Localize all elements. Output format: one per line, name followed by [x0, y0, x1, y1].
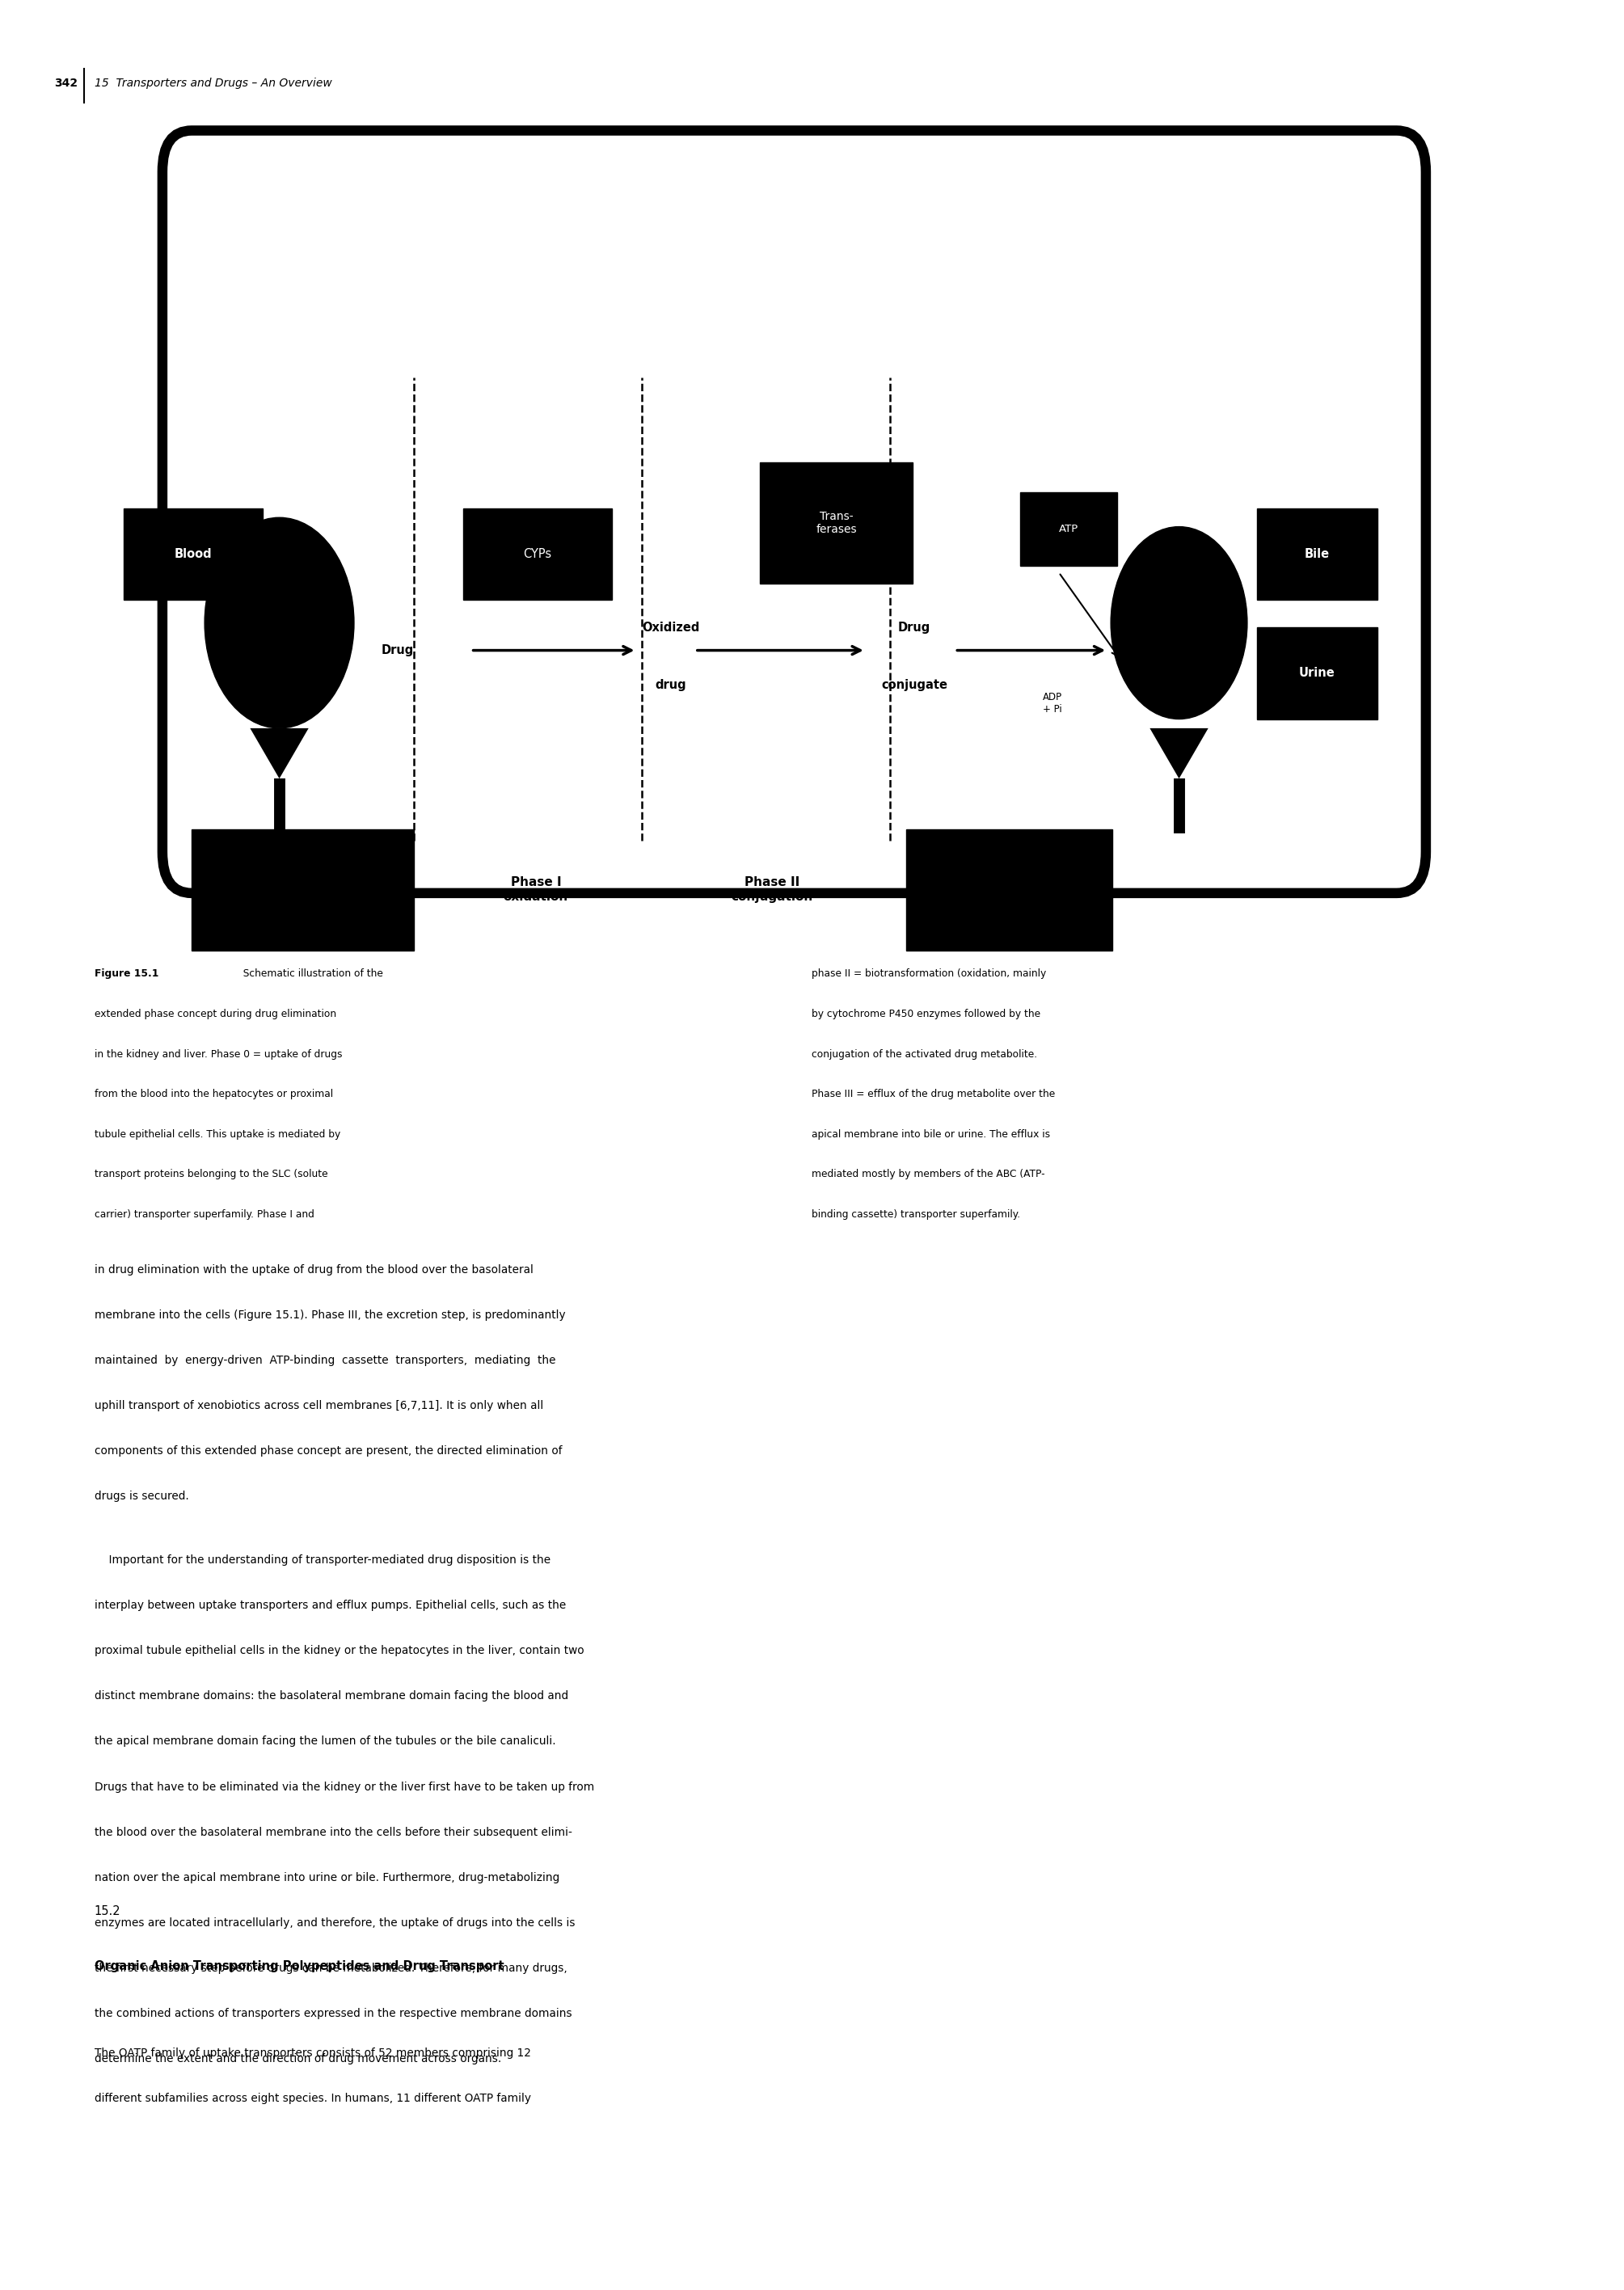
Text: in drug elimination with the uptake of drug from the blood over the basolateral: in drug elimination with the uptake of d…: [94, 1264, 533, 1276]
Text: Phase I
oxidation: Phase I oxidation: [503, 877, 568, 902]
Text: Urine: Urine: [1299, 666, 1335, 680]
Text: proximal tubule epithelial cells in the kidney or the hepatocytes in the liver, : proximal tubule epithelial cells in the …: [94, 1644, 583, 1656]
Text: the blood over the basolateral membrane into the cells before their subsequent e: the blood over the basolateral membrane …: [94, 1827, 572, 1839]
Text: by cytochrome P450 enzymes followed by the: by cytochrome P450 enzymes followed by t…: [812, 1008, 1041, 1019]
Text: Bile: Bile: [1304, 547, 1330, 561]
Text: Trans-
ferases: Trans- ferases: [815, 511, 857, 536]
Text: the combined actions of transporters expressed in the respective membrane domain: the combined actions of transporters exp…: [94, 2008, 572, 2020]
FancyBboxPatch shape: [906, 829, 1112, 950]
Text: 15.2: 15.2: [94, 1905, 120, 1917]
Text: Drug: Drug: [898, 621, 931, 634]
Text: Blood: Blood: [174, 547, 213, 561]
Text: nation over the apical membrane into urine or bile. Furthermore, drug-metabolizi: nation over the apical membrane into uri…: [94, 1871, 559, 1882]
Text: The OATP family of uptake transporters consists of 52 members comprising 12: The OATP family of uptake transporters c…: [94, 2047, 531, 2059]
Text: Phase III = efflux of the drug metabolite over the: Phase III = efflux of the drug metabolit…: [812, 1090, 1056, 1099]
Text: extended phase concept during drug elimination: extended phase concept during drug elimi…: [94, 1008, 336, 1019]
Text: ADP
+ Pi: ADP + Pi: [1043, 692, 1062, 714]
Text: Phase II
conjugation: Phase II conjugation: [731, 877, 814, 902]
Text: Schematic illustration of the: Schematic illustration of the: [237, 969, 383, 980]
Text: Oxidized: Oxidized: [641, 621, 700, 634]
Text: determine the extent and the direction of drug movement across organs.: determine the extent and the direction o…: [94, 2054, 500, 2066]
Text: ATP: ATP: [1059, 524, 1078, 534]
FancyBboxPatch shape: [123, 508, 263, 600]
Text: uphill transport of xenobiotics across cell membranes [6,7,11]. It is only when : uphill transport of xenobiotics across c…: [94, 1399, 542, 1411]
Circle shape: [205, 518, 354, 728]
Text: in the kidney and liver. Phase 0 = uptake of drugs: in the kidney and liver. Phase 0 = uptak…: [94, 1049, 343, 1060]
FancyBboxPatch shape: [1020, 492, 1117, 566]
Text: different subfamilies across eight species. In humans, 11 different OATP family: different subfamilies across eight speci…: [94, 2093, 531, 2105]
Text: Figure 15.1: Figure 15.1: [94, 969, 159, 980]
Text: Drug: Drug: [382, 643, 414, 657]
Polygon shape: [250, 728, 309, 779]
Text: binding cassette) transporter superfamily.: binding cassette) transporter superfamil…: [812, 1209, 1020, 1221]
Text: distinct membrane domains: the basolateral membrane domain facing the blood and: distinct membrane domains: the basolater…: [94, 1690, 568, 1701]
FancyBboxPatch shape: [1257, 627, 1377, 719]
Text: conjugation of the activated drug metabolite.: conjugation of the activated drug metabo…: [812, 1049, 1038, 1060]
Text: transport proteins belonging to the SLC (solute: transport proteins belonging to the SLC …: [94, 1170, 328, 1179]
FancyBboxPatch shape: [463, 508, 612, 600]
Text: drugs is secured.: drugs is secured.: [94, 1491, 188, 1502]
Text: membrane into the cells (Figure 15.1). Phase III, the excretion step, is predomi: membrane into the cells (Figure 15.1). P…: [94, 1310, 565, 1321]
Text: Phase 0
Uptake: Phase 0 Uptake: [276, 877, 330, 902]
Text: apical membrane into bile or urine. The efflux is: apical membrane into bile or urine. The …: [812, 1129, 1051, 1140]
Text: Organic Anion Transporting Polypeptides and Drug Transport: Organic Anion Transporting Polypeptides …: [94, 1960, 503, 1972]
FancyBboxPatch shape: [1257, 508, 1377, 600]
Text: conjugate: conjugate: [882, 678, 947, 692]
Text: from the blood into the hepatocytes or proximal: from the blood into the hepatocytes or p…: [94, 1090, 333, 1099]
Text: enzymes are located intracellularly, and therefore, the uptake of drugs into the: enzymes are located intracellularly, and…: [94, 1917, 575, 1928]
Text: tubule epithelial cells. This uptake is mediated by: tubule epithelial cells. This uptake is …: [94, 1129, 339, 1140]
FancyBboxPatch shape: [162, 131, 1426, 893]
Text: drug: drug: [654, 678, 687, 692]
Text: components of this extended phase concept are present, the directed elimination : components of this extended phase concep…: [94, 1445, 562, 1456]
Text: the first necessary step before drugs can be metabolized. Therefore, for many dr: the first necessary step before drugs ca…: [94, 1963, 567, 1974]
Text: maintained  by  energy-driven  ATP-binding  cassette  transporters,  mediating  : maintained by energy-driven ATP-binding …: [94, 1356, 555, 1367]
Circle shape: [1111, 527, 1247, 719]
Text: interplay between uptake transporters and efflux pumps. Epithelial cells, such a: interplay between uptake transporters an…: [94, 1601, 565, 1612]
Text: phase II = biotransformation (oxidation, mainly: phase II = biotransformation (oxidation,…: [812, 969, 1046, 980]
Text: Phase III
export: Phase III export: [979, 877, 1039, 902]
Text: Important for the understanding of transporter-mediated drug disposition is the: Important for the understanding of trans…: [94, 1555, 551, 1566]
Text: 342: 342: [55, 78, 78, 89]
FancyBboxPatch shape: [760, 463, 913, 584]
Text: carrier) transporter superfamily. Phase I and: carrier) transporter superfamily. Phase …: [94, 1209, 313, 1221]
FancyBboxPatch shape: [192, 829, 414, 950]
Text: Drugs that have to be eliminated via the kidney or the liver first have to be ta: Drugs that have to be eliminated via the…: [94, 1782, 594, 1793]
Text: mediated mostly by members of the ABC (ATP-: mediated mostly by members of the ABC (A…: [812, 1170, 1046, 1179]
Polygon shape: [1150, 728, 1208, 779]
Text: the apical membrane domain facing the lumen of the tubules or the bile canalicul: the apical membrane domain facing the lu…: [94, 1736, 555, 1747]
Text: CYPs: CYPs: [523, 547, 552, 561]
Text: 15  Transporters and Drugs – An Overview: 15 Transporters and Drugs – An Overview: [94, 78, 331, 89]
